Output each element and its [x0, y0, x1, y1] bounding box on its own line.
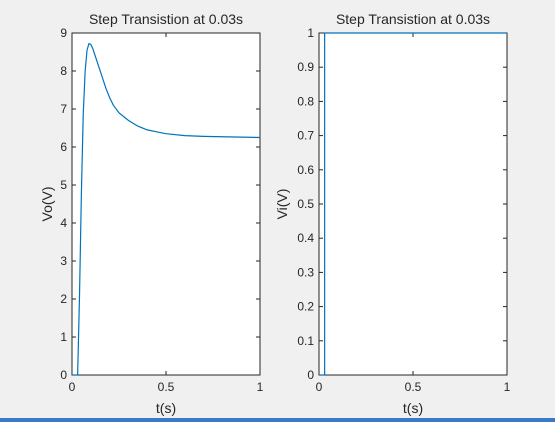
y-tick-label-right-6: 0.6: [297, 163, 314, 177]
y-tick-label-right-5: 0.5: [297, 197, 314, 211]
y-tick-label-left-6: 6: [60, 140, 67, 154]
plot-area-left: [71, 32, 261, 376]
series-line-left: [72, 42, 261, 376]
y-tick-label-right-10: 1: [307, 26, 314, 40]
y-tick-label-right-7: 0.7: [297, 129, 314, 143]
chart-title-right: Step Transistion at 0.03s: [336, 11, 490, 27]
y-axis-label-left: Vo(V): [39, 186, 55, 221]
x-tick-label-right-2: 1: [504, 380, 511, 394]
x-axis-label-right: t(s): [403, 400, 423, 416]
x-axis-label-left: t(s): [156, 400, 176, 416]
chart-left: Step Transistion at 0.03s t(s) Vo(V) 0 0.…: [39, 11, 264, 416]
y-tick-label-right-9: 0.9: [297, 60, 314, 74]
x-tick-label-left-1: 0.5: [158, 380, 175, 394]
y-tick-label-right-3: 0.3: [297, 265, 314, 279]
chart-right: Step Transistion at 0.03s t(s) Vi(V) 0 0.…: [274, 11, 511, 416]
y-tick-label-right-1: 0.1: [297, 334, 314, 348]
y-tick-label-left-8: 8: [60, 64, 67, 78]
plot-area-right: [318, 32, 508, 376]
y-tick-label-left-9: 9: [60, 26, 67, 40]
y-tick-label-left-4: 4: [60, 216, 67, 230]
y-tick-label-left-5: 5: [60, 178, 67, 192]
y-tick-label-left-1: 1: [60, 330, 67, 344]
y-tick-label-left-7: 7: [60, 102, 67, 116]
y-tick-label-right-8: 0.8: [297, 94, 314, 108]
x-tick-label-left-2: 1: [257, 380, 264, 394]
y-tick-label-left-3: 3: [60, 254, 67, 268]
x-tick-label-right-0: 0: [316, 380, 323, 394]
window-bottom-border: [0, 418, 555, 422]
y-axis-label-right: Vi(V): [274, 189, 290, 220]
y-tick-label-right-0: 0: [307, 368, 314, 382]
y-tick-label-right-2: 0.2: [297, 300, 314, 314]
ticks-right: 0 0.5 1 0 0.1 0.2 0.3 0.4 0.5 0.6 0.7 0.8 0.9 1: [297, 26, 510, 394]
series-line-right: [319, 32, 507, 376]
chart-title-left: Step Transistion at 0.03s: [89, 11, 243, 27]
x-tick-label-left-0: 0: [69, 380, 76, 394]
x-tick-label-right-1: 0.5: [405, 380, 422, 394]
y-tick-label-left-0: 0: [60, 368, 67, 382]
y-tick-label-right-4: 0.4: [297, 231, 314, 245]
y-tick-label-left-2: 2: [60, 292, 67, 306]
ticks-left: 0 0.5 1 0 1 2 3 4 5 6 7 8 9: [60, 26, 263, 394]
